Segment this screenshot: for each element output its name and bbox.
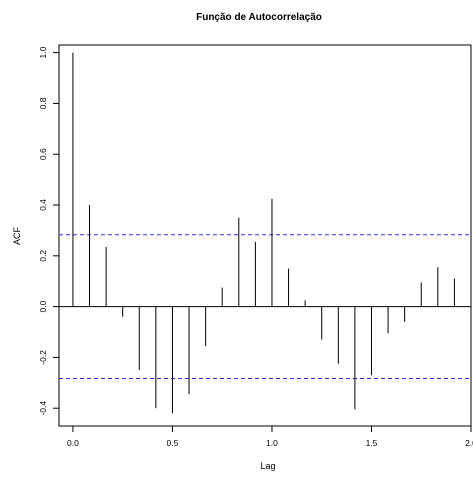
x-axis-label: Lag bbox=[260, 461, 275, 471]
y-axis: -0.4 -0.2 0.0 0.2 0.4 0.6 0.8 1.0 bbox=[38, 46, 59, 416]
y-tick-label: 0.8 bbox=[38, 97, 48, 109]
y-tick-label: -0.4 bbox=[38, 401, 48, 416]
x-tick-label: 1.0 bbox=[266, 438, 278, 448]
y-axis-label: ACF bbox=[12, 226, 22, 245]
x-tick-label: 1.5 bbox=[366, 438, 378, 448]
confidence-bounds bbox=[59, 234, 471, 380]
x-tick-label: 2.0 bbox=[465, 438, 473, 448]
y-tick-label: 1.0 bbox=[38, 46, 48, 58]
y-tick-label: 0.0 bbox=[38, 300, 48, 312]
plot-frame bbox=[58, 44, 472, 427]
x-tick-label: 0.0 bbox=[67, 438, 79, 448]
x-axis: 0.0 0.5 1.0 1.5 2.0 bbox=[67, 426, 473, 448]
y-tick-label: 0.6 bbox=[38, 148, 48, 160]
y-tick-label: -0.2 bbox=[38, 350, 48, 365]
x-tick-label: 0.5 bbox=[167, 438, 179, 448]
acf-bars bbox=[72, 52, 472, 414]
y-tick-label: 0.2 bbox=[38, 250, 48, 262]
y-tick-label: 0.4 bbox=[38, 199, 48, 211]
chart-title: Função de Autocorrelação bbox=[196, 12, 322, 23]
